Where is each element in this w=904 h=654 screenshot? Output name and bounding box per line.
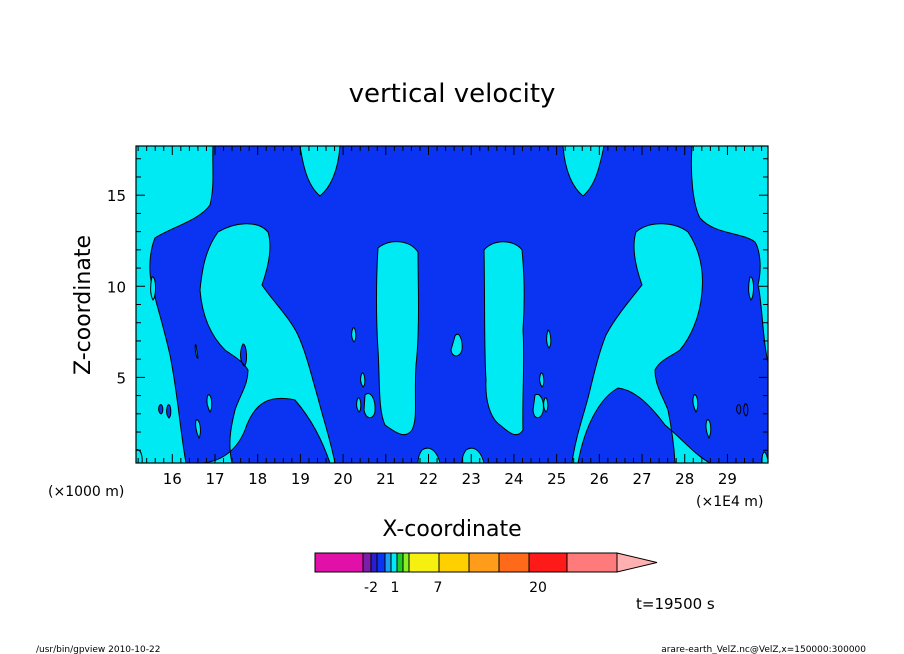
y-axis-label: Z-coordinate: [71, 235, 96, 375]
y-tick-label: 10: [107, 278, 126, 296]
colorbar-segment: [397, 553, 403, 572]
footer-right: arare-earth_VelZ.nc@VelZ,x=150000:300000: [661, 645, 866, 654]
plot-area: [136, 146, 768, 463]
colorbar-segment: [363, 553, 371, 572]
contour-blob: [544, 398, 548, 412]
colorbar-segment: [499, 553, 529, 572]
colorbar-segment: [371, 553, 377, 572]
colorbar-label-7: 7: [434, 580, 443, 596]
y-tick-label: 15: [107, 187, 126, 205]
contour-blob: [357, 398, 361, 412]
colorbar-label-minus2: -2: [364, 580, 378, 596]
contour-blob: [361, 373, 365, 387]
x-tick-label: 17: [205, 470, 224, 488]
x-tick-label: 27: [632, 470, 651, 488]
chart-title: vertical velocity: [349, 79, 556, 109]
contour-blob: [151, 277, 156, 300]
x-tick-label: 22: [419, 470, 438, 488]
x-unit-right: (×1E4 m): [696, 494, 763, 510]
colorbar-segment: [377, 553, 385, 572]
contour-blob: [533, 394, 543, 417]
x-tick-label: 19: [291, 470, 310, 488]
contour-blob: [744, 404, 748, 416]
time-label: t=19500 s: [636, 595, 715, 613]
x-tick-label: 26: [590, 470, 609, 488]
x-unit-left: (×1000 m): [48, 484, 124, 500]
colorbar-segment: [403, 553, 409, 572]
colorbar-label-1: 1: [391, 580, 400, 596]
contour-blob: [540, 373, 544, 387]
x-tick-label: 24: [504, 470, 523, 488]
footer-left: /usr/bin/gpview 2010-10-22: [36, 645, 160, 654]
colorbar-segment: [469, 553, 499, 572]
x-tick-label: 16: [163, 470, 182, 488]
y-tick-label: 5: [116, 369, 126, 387]
x-tick-label: 28: [675, 470, 694, 488]
x-tick-label: 21: [376, 470, 395, 488]
colorbar-segment: [567, 553, 617, 572]
x-tick-label: 25: [547, 470, 566, 488]
contour-blob: [159, 405, 163, 414]
x-tick-label: 20: [334, 470, 353, 488]
x-tick-label: 23: [462, 470, 481, 488]
x-tick-label: 29: [718, 470, 737, 488]
colorbar-arrow: [617, 553, 657, 572]
x-axis-label: X-coordinate: [382, 517, 521, 542]
colorbar-segment: [391, 553, 397, 572]
contour-blob: [167, 405, 171, 418]
contour-blob: [749, 277, 754, 300]
colorbar-segment: [409, 553, 439, 572]
colorbar: [315, 553, 657, 572]
colorbar-segment: [439, 553, 469, 572]
contour-blob: [737, 405, 741, 414]
colorbar-segment: [385, 553, 391, 572]
colorbar-segment: [315, 553, 363, 572]
x-tick-label: 18: [248, 470, 267, 488]
colorbar-segment: [529, 553, 567, 572]
colorbar-label-20: 20: [529, 580, 547, 596]
